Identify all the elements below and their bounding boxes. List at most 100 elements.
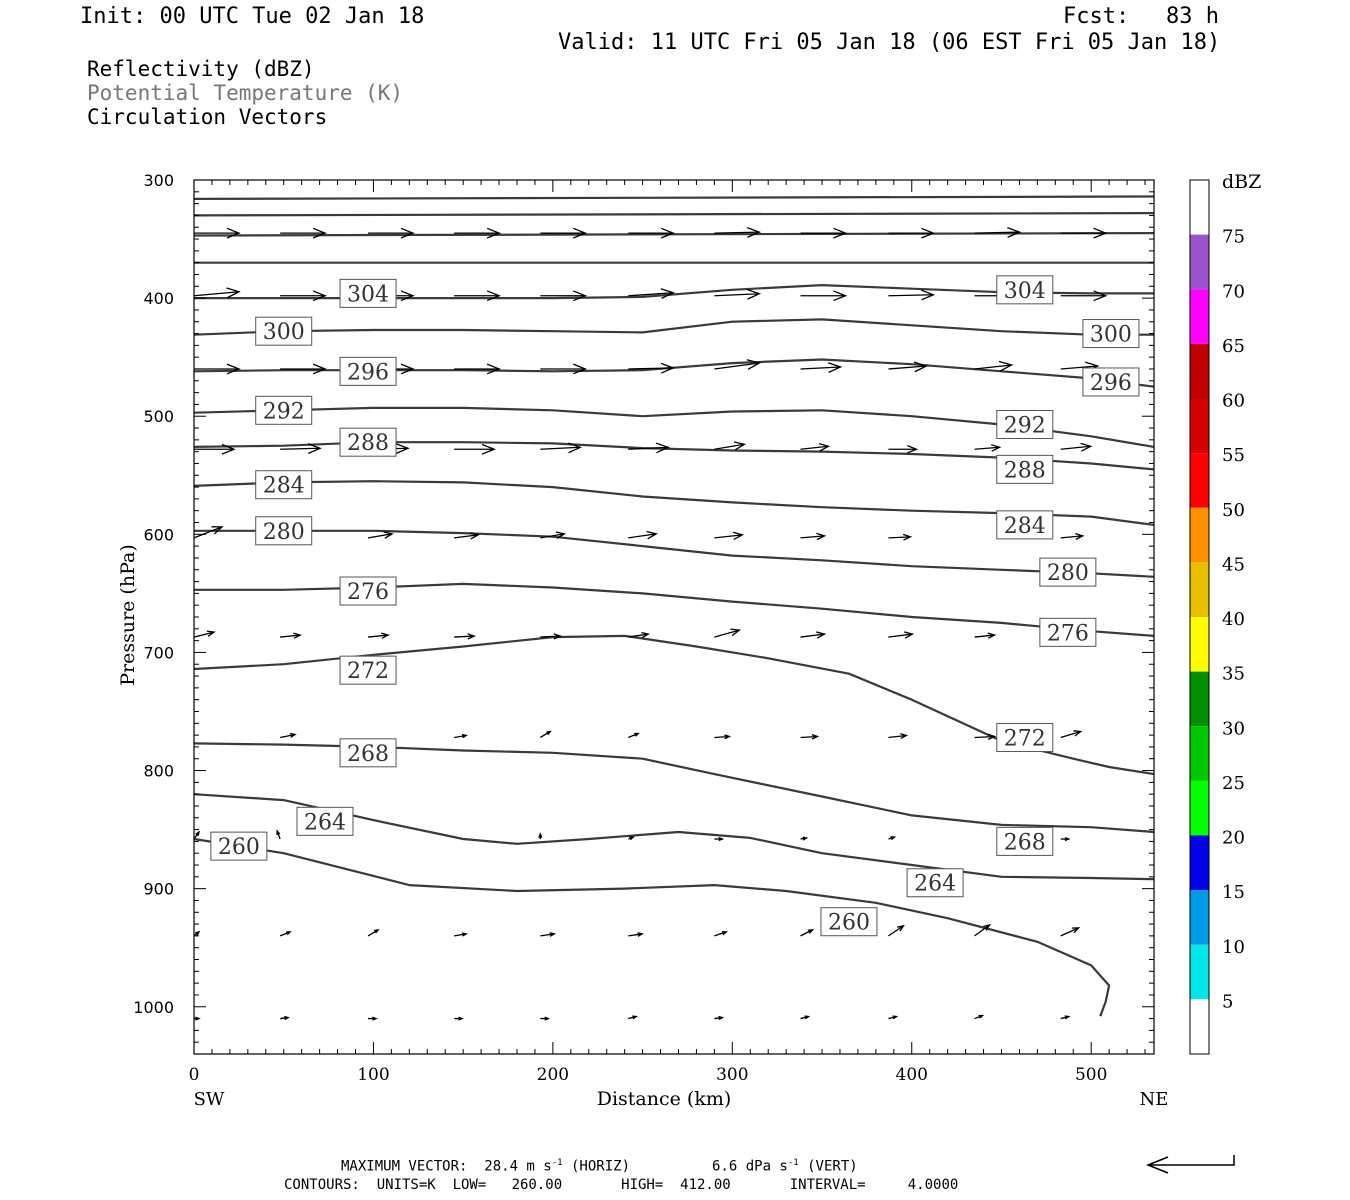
circulation-vector	[800, 227, 848, 239]
circulation-vector	[800, 362, 843, 373]
circulation-vector	[888, 361, 929, 373]
plot-frame	[193, 179, 1155, 1055]
circulation-vector	[888, 1015, 899, 1020]
circulation-vector	[628, 631, 650, 639]
circulation-vector	[540, 633, 563, 640]
x-tick-label: 0	[189, 1065, 200, 1085]
circulation-vector	[280, 227, 327, 239]
circulation-vector	[368, 227, 415, 239]
circulation-vector	[714, 441, 747, 451]
vector-layer	[193, 226, 1108, 1021]
circulation-vector	[454, 227, 501, 239]
circulation-vector	[279, 931, 292, 937]
circulation-vector	[800, 290, 848, 302]
contour-label: 272	[339, 655, 397, 685]
y-tick-label: 800	[143, 762, 174, 781]
svg-text:296: 296	[1090, 371, 1132, 396]
circulation-vector	[800, 1015, 811, 1020]
svg-text:276: 276	[347, 580, 389, 605]
contour-line-upper-15	[193, 195, 1155, 200]
contour-label: 284	[255, 470, 313, 500]
colorbar-segment	[1190, 890, 1209, 945]
contour-line-272	[193, 634, 1155, 776]
circulation-vector	[888, 733, 909, 740]
svg-text:284: 284	[1004, 514, 1046, 539]
colorbar-label: 75	[1222, 227, 1245, 248]
contour-line-276	[194, 582, 1155, 637]
contour-label: 304	[339, 278, 397, 308]
circulation-vector	[367, 531, 394, 539]
circulation-vector	[194, 227, 241, 239]
colorbar-label: 25	[1222, 773, 1245, 794]
x-tick-label: 100	[357, 1065, 389, 1085]
circulation-vector	[714, 628, 742, 638]
circulation-vector	[714, 836, 725, 842]
circulation-vector	[800, 929, 815, 937]
circulation-vector	[714, 226, 762, 238]
circulation-vector	[540, 442, 583, 454]
colorbar-label: 30	[1222, 718, 1245, 739]
svg-text:292: 292	[263, 399, 305, 424]
colorbar-label: 60	[1222, 391, 1245, 412]
circulation-vector	[1060, 730, 1083, 739]
circulation-vector	[1060, 290, 1108, 302]
x-tick-label: 400	[896, 1065, 928, 1085]
contour-label: 296	[1082, 367, 1140, 397]
colorbar-segment	[1190, 835, 1209, 891]
circulation-vector	[367, 632, 390, 639]
contour-line-upper-13	[193, 232, 1155, 237]
contour-label: 264	[906, 868, 964, 898]
circulation-vector	[454, 733, 468, 739]
circulation-vector	[540, 531, 567, 539]
svg-text:288: 288	[1004, 458, 1046, 483]
circulation-vector	[800, 733, 820, 740]
circulation-vector	[193, 930, 201, 937]
circulation-vector	[280, 443, 322, 455]
circulation-vector	[1060, 442, 1093, 452]
contour-label: 292	[255, 395, 313, 425]
circulation-vector	[1060, 227, 1108, 239]
x-tick-label: 200	[537, 1065, 569, 1085]
circulation-vector	[540, 932, 557, 937]
y-tick-label: 400	[143, 289, 174, 308]
contour-line-260	[193, 837, 1111, 1017]
contour-label: 260	[820, 907, 878, 937]
circulation-vector	[454, 363, 501, 375]
circulation-vector	[193, 830, 201, 840]
circulation-vector	[628, 732, 640, 739]
colorbar-border	[1189, 179, 1210, 1055]
contour-line-280	[194, 529, 1155, 578]
circulation-vector	[888, 227, 936, 239]
circulation-vector	[280, 732, 297, 739]
circulation-vector	[974, 444, 1002, 452]
x-tick-label: 300	[716, 1065, 748, 1085]
contour-label: 260	[210, 831, 268, 861]
circulation-vector	[800, 836, 809, 841]
colorbar-segment	[1190, 507, 1209, 563]
svg-text:288: 288	[347, 431, 389, 456]
circulation-vector	[628, 1015, 638, 1020]
circulation-vector	[454, 443, 496, 455]
circulation-vector	[193, 630, 216, 638]
circulation-vector	[714, 288, 762, 300]
colorbar-label: 40	[1222, 609, 1245, 630]
contour-label: 268	[996, 826, 1054, 856]
svg-text:304: 304	[347, 282, 389, 307]
circulation-vector	[888, 289, 936, 301]
circulation-vector	[280, 1015, 290, 1021]
colorbar-label: 15	[1222, 882, 1245, 903]
circulation-vector	[714, 930, 729, 937]
x-end-label-right: NE	[1140, 1089, 1169, 1110]
y-tick-label: 700	[143, 643, 174, 662]
contour-info-text: CONTOURS: UNITS=K LOW= 260.00 HIGH= 412.…	[284, 1177, 959, 1193]
circulation-vector	[454, 290, 501, 302]
circulation-vector	[454, 932, 468, 937]
circulation-vector	[888, 924, 905, 937]
colorbar-label: 20	[1222, 828, 1245, 849]
axes-layer: 0 100 200 300 400 500 SW NE Distance (km) 300 400 5…	[117, 171, 1168, 1110]
contour-label: 288	[996, 454, 1054, 484]
circulation-vector	[888, 836, 897, 841]
contour-label: 276	[1039, 617, 1097, 647]
circulation-vector	[974, 226, 1022, 238]
